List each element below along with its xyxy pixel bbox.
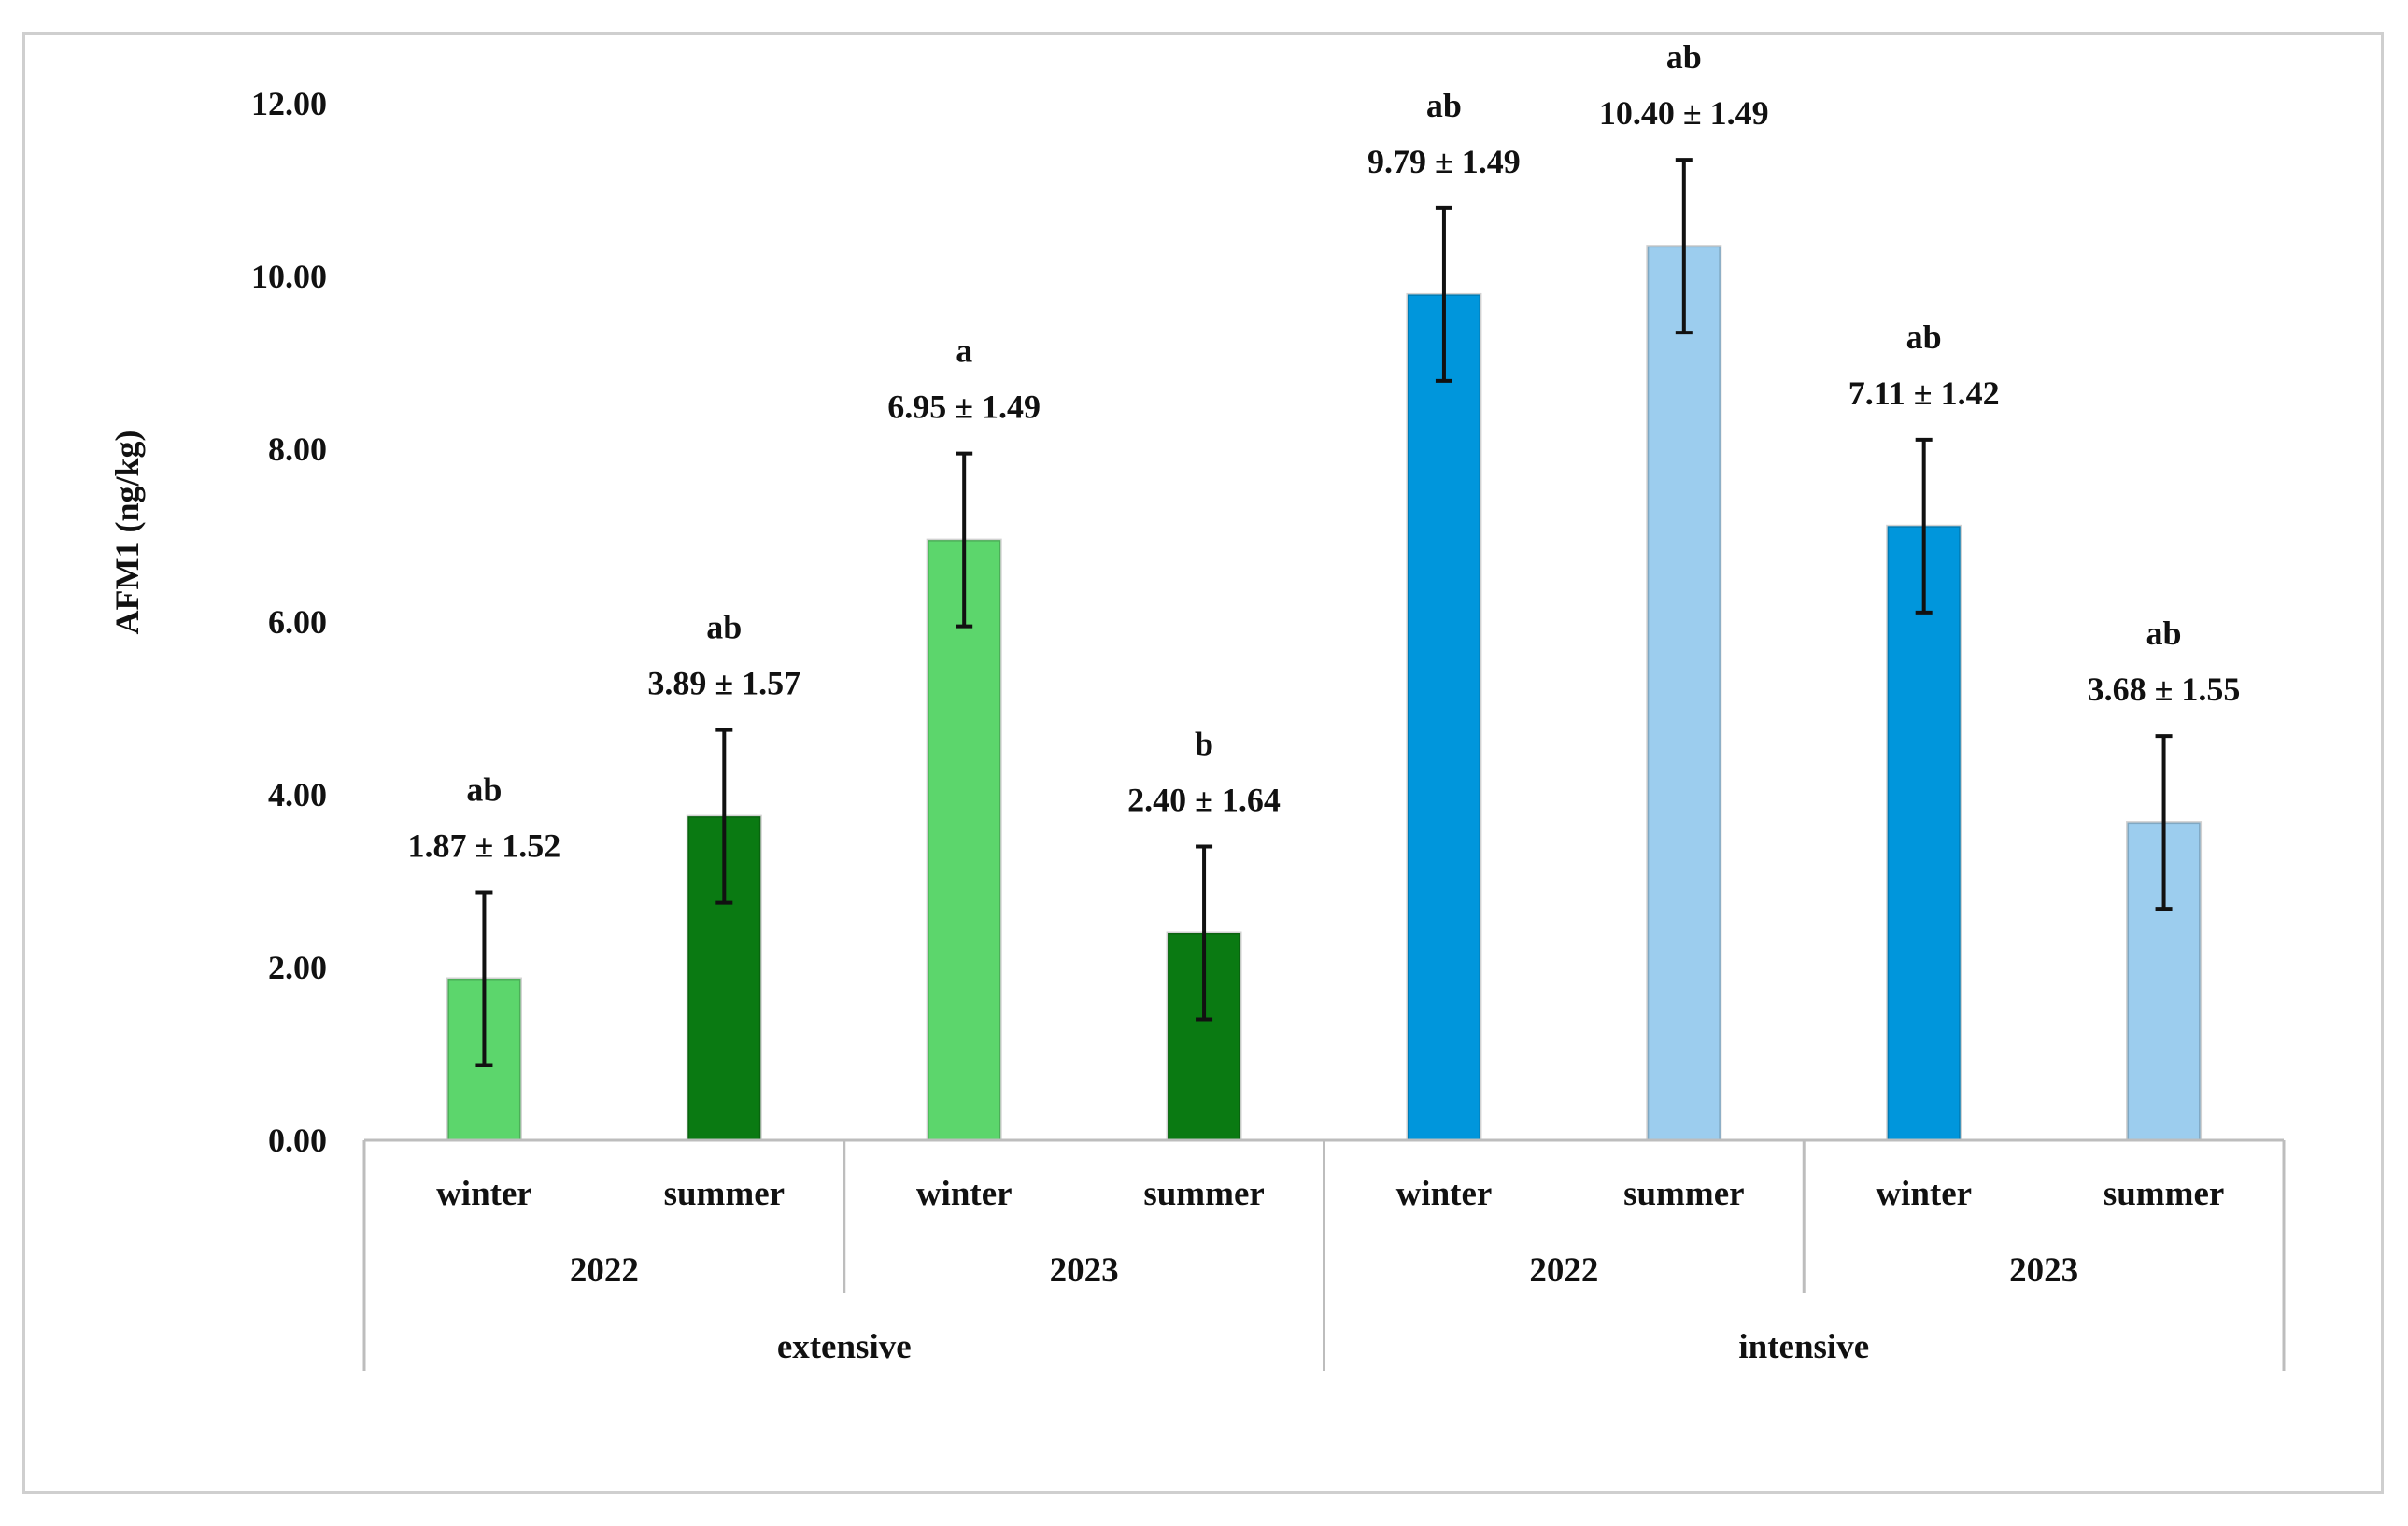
x-season-label: winter [1396,1175,1493,1213]
y-tick-label: 10.00 [251,258,327,295]
x-season-label: summer [2103,1175,2224,1213]
bar-significance-letter: ab [1666,38,1702,76]
x-system-label: extensive [777,1328,912,1366]
x-season-label: winter [1876,1175,1972,1213]
bar [1886,524,1962,1142]
bars [446,158,2203,1142]
bar-significance-letter: b [1195,726,1213,763]
x-year-label: 2022 [1529,1251,1598,1290]
x-season-label: winter [436,1175,532,1213]
bar-value-label: 3.89 ± 1.57 [647,665,800,702]
x-system-label: intensive [1738,1328,1869,1366]
x-season-label: summer [1623,1175,1744,1213]
x-season-label: summer [664,1175,785,1213]
y-tick-label: 6.00 [268,603,327,641]
bar [1406,292,1482,1142]
bar-value-label: 1.87 ± 1.52 [408,827,561,865]
y-tick-label: 2.00 [268,949,327,986]
y-axis-title: AFM1 (ng/kg) [108,431,146,635]
bar-value-label: 9.79 ± 1.49 [1367,143,1521,180]
bar-value-label: 2.40 ± 1.64 [1127,782,1281,819]
bar-significance-letter: ab [1426,87,1462,124]
bar [926,538,1002,1142]
bar-significance-letter: a [956,332,972,370]
y-axis-ticks: 0.00 2.00 4.00 6.00 8.00 10.00 12.00 [251,85,327,1159]
x-year-label: 2023 [1050,1251,1119,1290]
bar-significance-letter: ab [706,609,742,646]
bar-labels: 1.87 ± 1.52 ab 3.89 ± 1.57 ab 6.95 ± 1.49 a 2.… [408,38,2241,864]
bar-significance-letter: ab [1906,318,1942,356]
bar-value-label: 3.68 ± 1.55 [2088,671,2241,708]
bar-significance-letter: ab [2146,615,2182,652]
bar-significance-letter: ab [466,771,502,809]
x-season-label: winter [916,1175,1013,1213]
bar-value-label: 7.11 ± 1.42 [1848,374,2000,412]
chart-frame [22,32,2384,1494]
x-year-label: 2022 [570,1251,639,1290]
bar-value-label: 10.40 ± 1.49 [1599,94,1769,132]
y-tick-label: 4.00 [268,776,327,813]
x-axis: winter summer winter summer winter summer wint… [362,1138,2286,1371]
y-tick-label: 12.00 [251,85,327,122]
y-tick-label: 8.00 [268,431,327,468]
bar-value-label: 6.95 ± 1.49 [887,389,1041,426]
x-year-label: 2023 [2009,1251,2078,1290]
y-tick-label: 0.00 [268,1122,327,1159]
x-season-label: summer [1143,1175,1264,1213]
bar [1646,245,1722,1142]
